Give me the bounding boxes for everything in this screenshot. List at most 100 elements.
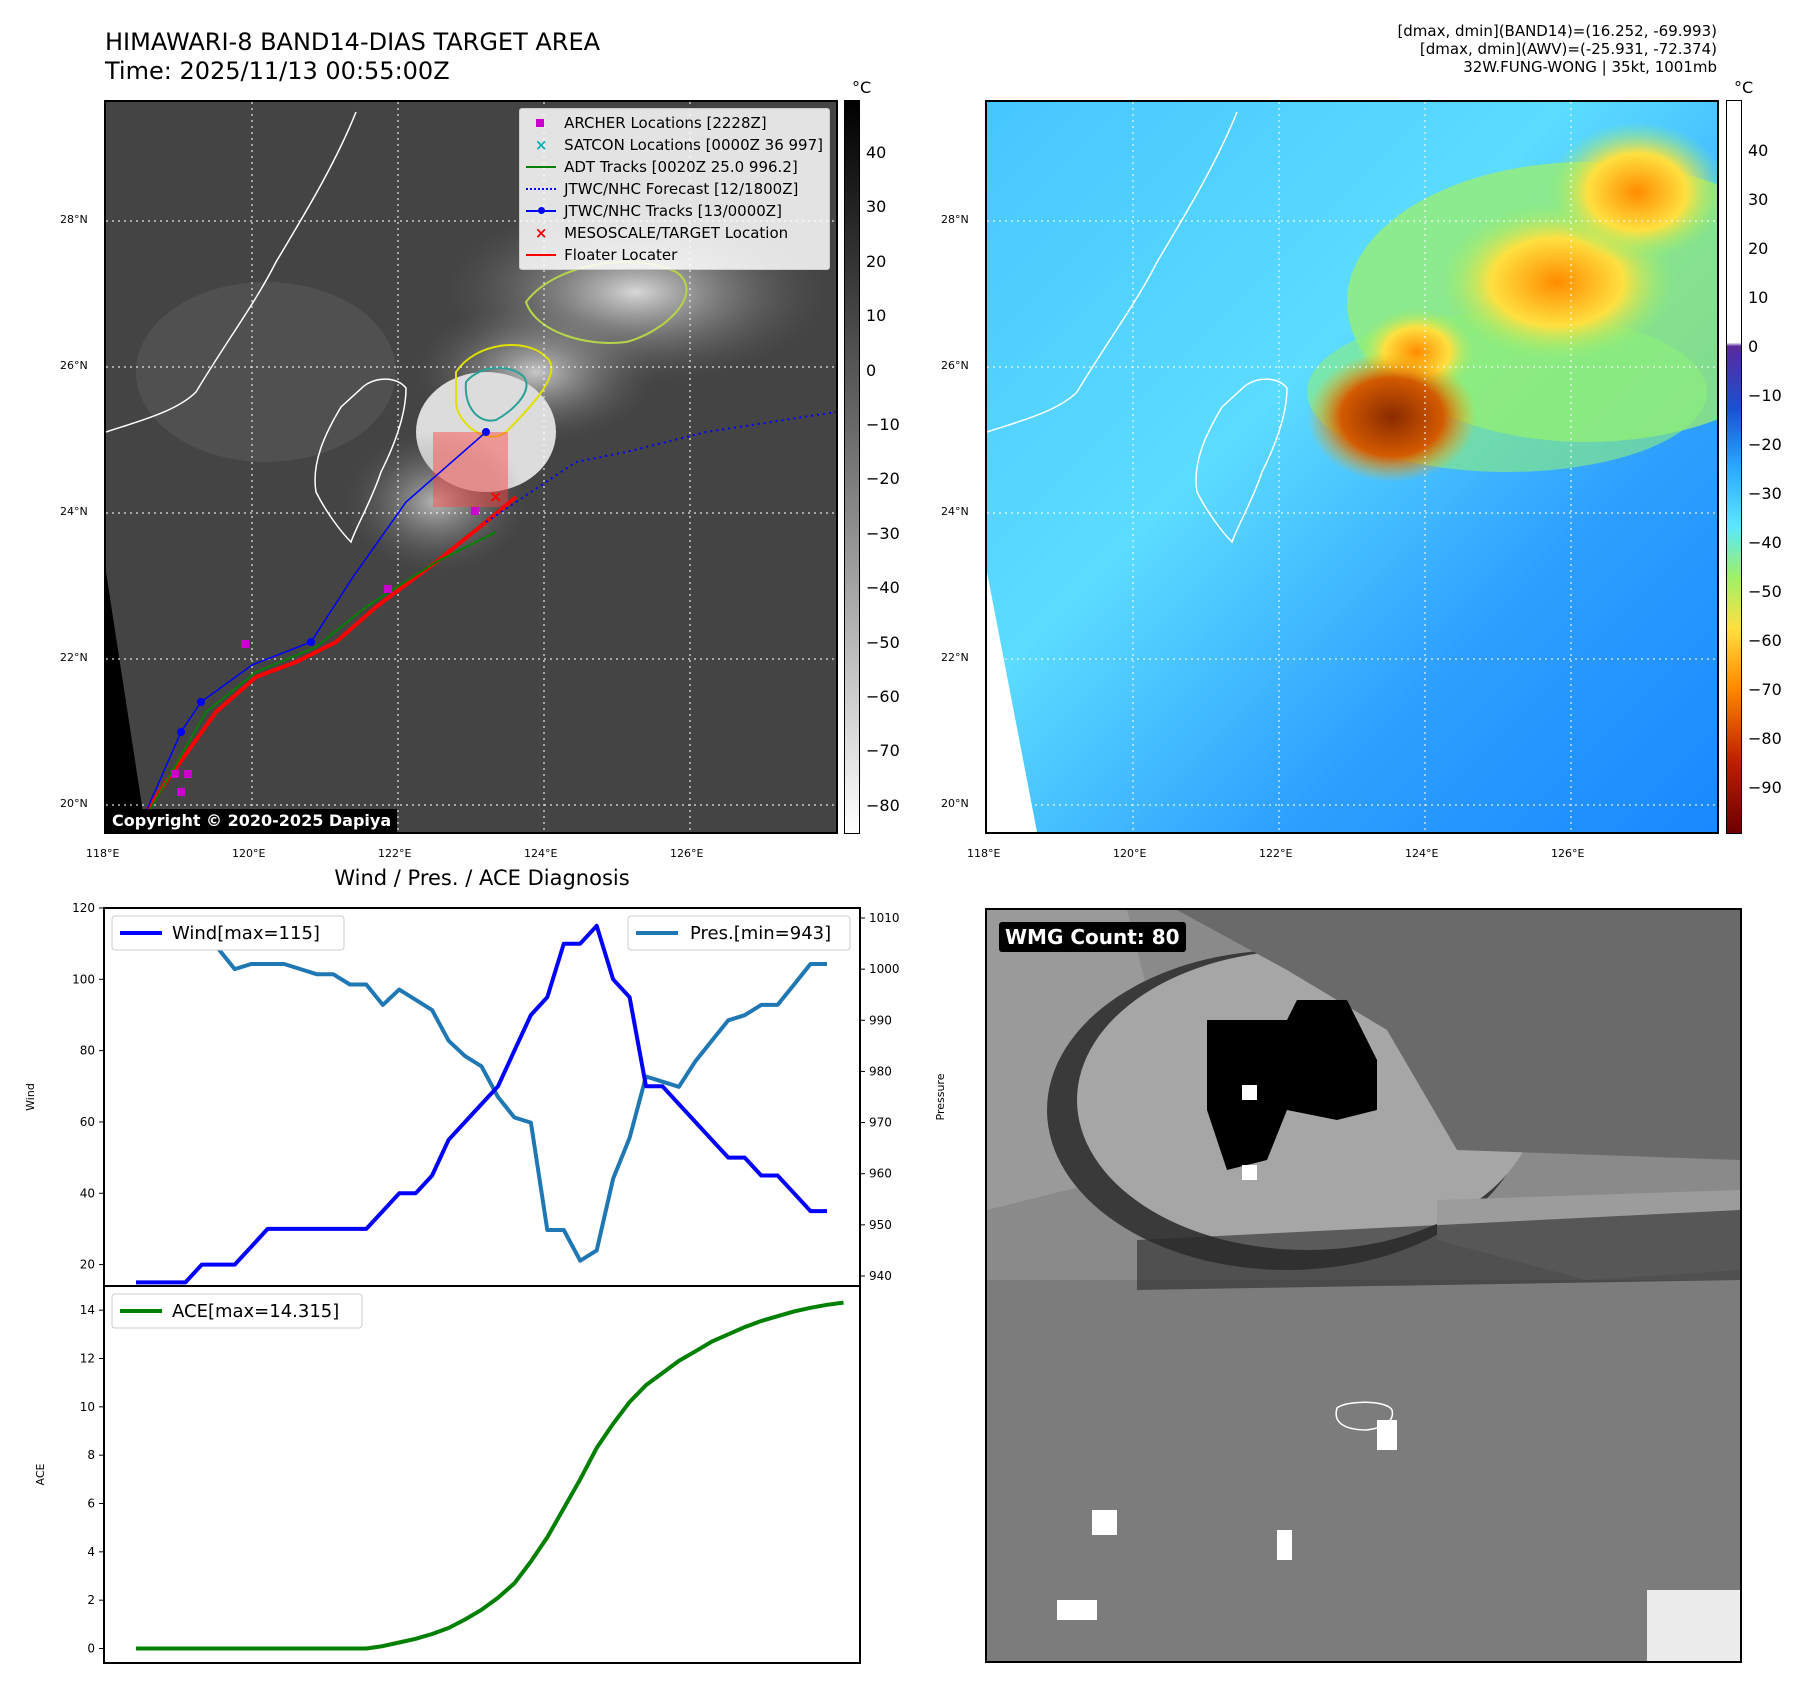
colorbar-awv-tick: −80 [1748, 729, 1782, 748]
legend-archer: ARCHER Locations [2228Z] [526, 112, 823, 134]
pressure-axis-label: Pressure [934, 1073, 947, 1120]
colorbar-awv-tick: 30 [1748, 190, 1769, 209]
pressure-tick-label: 950 [869, 1218, 892, 1232]
legend-floater-label: Floater Locater [564, 246, 678, 264]
legend-target: × MESOSCALE/TARGET Location [526, 222, 823, 244]
lat-tick-28-right: 28°N [941, 213, 969, 226]
colorbar-band14-tick: −60 [866, 687, 900, 706]
colorbar-awv-tick: −60 [1748, 631, 1782, 650]
wind-tick-label: 40 [80, 1186, 95, 1200]
lon-tick-118: 118°E [86, 847, 120, 860]
lat-tick-24: 24°N [60, 505, 88, 518]
pressure-tick-label: 980 [869, 1064, 892, 1078]
lat-tick-26-right: 26°N [941, 359, 969, 372]
ace-tick-label: 6 [87, 1497, 95, 1511]
map-legend: ARCHER Locations [2228Z] × SATCON Locatio… [519, 108, 830, 270]
lat-tick-26: 26°N [60, 359, 88, 372]
ace-tick-label: 0 [87, 1642, 95, 1656]
storm-info: 32W.FUNG-WONG | 35kt, 1001mb [1463, 58, 1717, 76]
line-marker-icon [526, 254, 557, 256]
colorbar-band14-tick: −80 [866, 795, 900, 815]
colorbar-awv-tick: −40 [1748, 533, 1782, 552]
wmg-count-badge: WMG Count: 80 [999, 922, 1186, 952]
figure-title: HIMAWARI-8 BAND14-DIAS TARGET AREA Time:… [105, 28, 600, 86]
wind-legend-box [111, 915, 345, 951]
title-line2: Time: 2025/11/13 00:55:00Z [105, 57, 450, 85]
colorbar-band14-tick: −40 [866, 578, 900, 598]
line-marker-icon [526, 166, 557, 168]
legend-forecast: JTWC/NHC Forecast [12/1800Z] [526, 178, 823, 200]
stats-info: [dmax, dmin](BAND14)=(16.252, -69.993) [… [1397, 22, 1717, 76]
pressure-tick-label: 970 [869, 1116, 892, 1130]
legend-floater: Floater Locater [526, 244, 823, 266]
lon-tick-120-right: 120°E [1113, 847, 1147, 860]
colorbar-awv-tick: 10 [1748, 288, 1769, 307]
awv-map-panel [985, 100, 1719, 834]
lat-tick-22-right: 22°N [941, 651, 969, 664]
lon-tick-124-right: 124°E [1405, 847, 1439, 860]
wind-series-line [136, 923, 827, 1285]
title-line1: HIMAWARI-8 BAND14-DIAS TARGET AREA [105, 28, 601, 56]
ace-tick-label: 8 [87, 1448, 95, 1462]
ace-axis-label: ACE [34, 1463, 47, 1485]
wind-tick-label: 120 [72, 901, 95, 915]
lon-tick-124: 124°E [524, 847, 558, 860]
copyright-label: Copyright © 2020-2025 Dapiya [106, 809, 398, 832]
diagnosis-chart: 2040608010012094095096097098099010001010… [24, 901, 947, 1664]
colorbar-awv-tick: −70 [1748, 680, 1782, 699]
colorbar-awv-tick: −50 [1748, 582, 1782, 601]
legend-jtwc-label: JTWC/NHC Tracks [13/0000Z] [564, 202, 782, 220]
colorbar-band14-tick: −70 [866, 741, 900, 761]
ir-map-panel: × ARCHER Locations [2228Z] × SATCON Locat… [104, 100, 838, 834]
ace-tick-label: 2 [87, 1593, 95, 1607]
square-marker-icon [536, 119, 545, 127]
colorbar-band14-tick: 0 [866, 360, 877, 380]
lat-tick-20-right: 20°N [941, 797, 969, 810]
ace-tick-label: 12 [80, 1352, 95, 1366]
pressure-tick-label: 990 [869, 1013, 892, 1027]
lat-tick-22: 22°N [60, 651, 88, 664]
colorbar-awv-tick: 40 [1748, 141, 1769, 160]
colorbar-band14-tick: 20 [866, 251, 887, 271]
colorbar-awv-tick: −10 [1748, 386, 1782, 405]
wind-legend-label: Wind[max=115] [172, 923, 320, 944]
colorbar-band14-tick: 10 [866, 306, 887, 326]
colorbar-band14-tick: −10 [866, 415, 900, 434]
colorbar-awv-tick: −20 [1748, 435, 1782, 454]
pressure-legend-box [627, 915, 851, 951]
colorbar-awv [1726, 100, 1742, 834]
colorbar-awv-tick: −90 [1748, 778, 1782, 797]
lon-tick-118-right: 118°E [967, 847, 1001, 860]
lon-tick-122-right: 122°E [1259, 847, 1293, 860]
ace-tick-label: 10 [80, 1400, 95, 1414]
colorbar-band14 [844, 100, 860, 834]
wind-tick-label: 100 [72, 972, 95, 986]
ace-tick-label: 14 [80, 1303, 95, 1317]
ace-legend-label: ACE[max=14.315] [172, 1301, 339, 1322]
colorbar-band14-unit: °C [852, 78, 872, 97]
colorbar-awv-tick: −30 [1748, 484, 1782, 503]
colorbar-awv-tick: 0 [1748, 337, 1759, 356]
pressure-tick-label: 940 [869, 1269, 892, 1283]
lat-tick-24-right: 24°N [941, 505, 969, 518]
x-marker-icon: × [534, 224, 548, 242]
ace-tick-label: 4 [87, 1545, 95, 1559]
lon-tick-120: 120°E [232, 847, 266, 860]
x-marker-icon: × [534, 136, 548, 154]
pressure-series-line [134, 916, 827, 1263]
colorbar-band14-tick: 40 [866, 143, 887, 162]
wmg-image [987, 910, 1740, 1661]
colorbar-band14-tick: −30 [866, 523, 900, 543]
colorbar-awv-unit: °C [1734, 78, 1754, 97]
lat-tick-28: 28°N [60, 213, 88, 226]
wind-axis-label: Wind [24, 1083, 37, 1111]
wind-tick-label: 80 [80, 1044, 95, 1058]
legend-forecast-label: JTWC/NHC Forecast [12/1800Z] [564, 180, 799, 198]
legend-satcon: × SATCON Locations [0000Z 36 997] [526, 134, 823, 156]
pressure-tick-label: 1010 [869, 911, 900, 925]
pressure-tick-label: 1000 [869, 962, 900, 976]
legend-archer-label: ARCHER Locations [2228Z] [564, 114, 767, 132]
wind-tick-label: 60 [80, 1115, 95, 1129]
lon-tick-122: 122°E [378, 847, 412, 860]
line-dot-icon [526, 207, 557, 214]
